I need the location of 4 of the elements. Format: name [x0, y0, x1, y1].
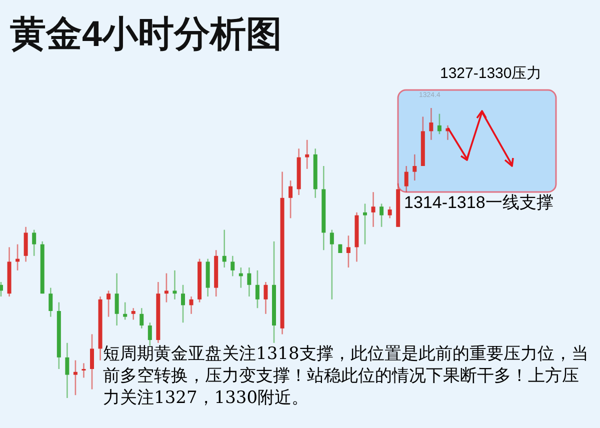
chart-title: 黄金4小时分析图	[10, 12, 282, 56]
annotation: 短周期黄金亚盘关注1318支撑，此位置是此前的重要压力位，当前多空转换，压力变支撑！站稳此位的情况下果断干多！上方压力关注1327，1330附近。	[103, 343, 590, 409]
text: 1327-1330压力	[440, 64, 543, 83]
annotation: 1314-1318一线支撑	[404, 192, 554, 214]
